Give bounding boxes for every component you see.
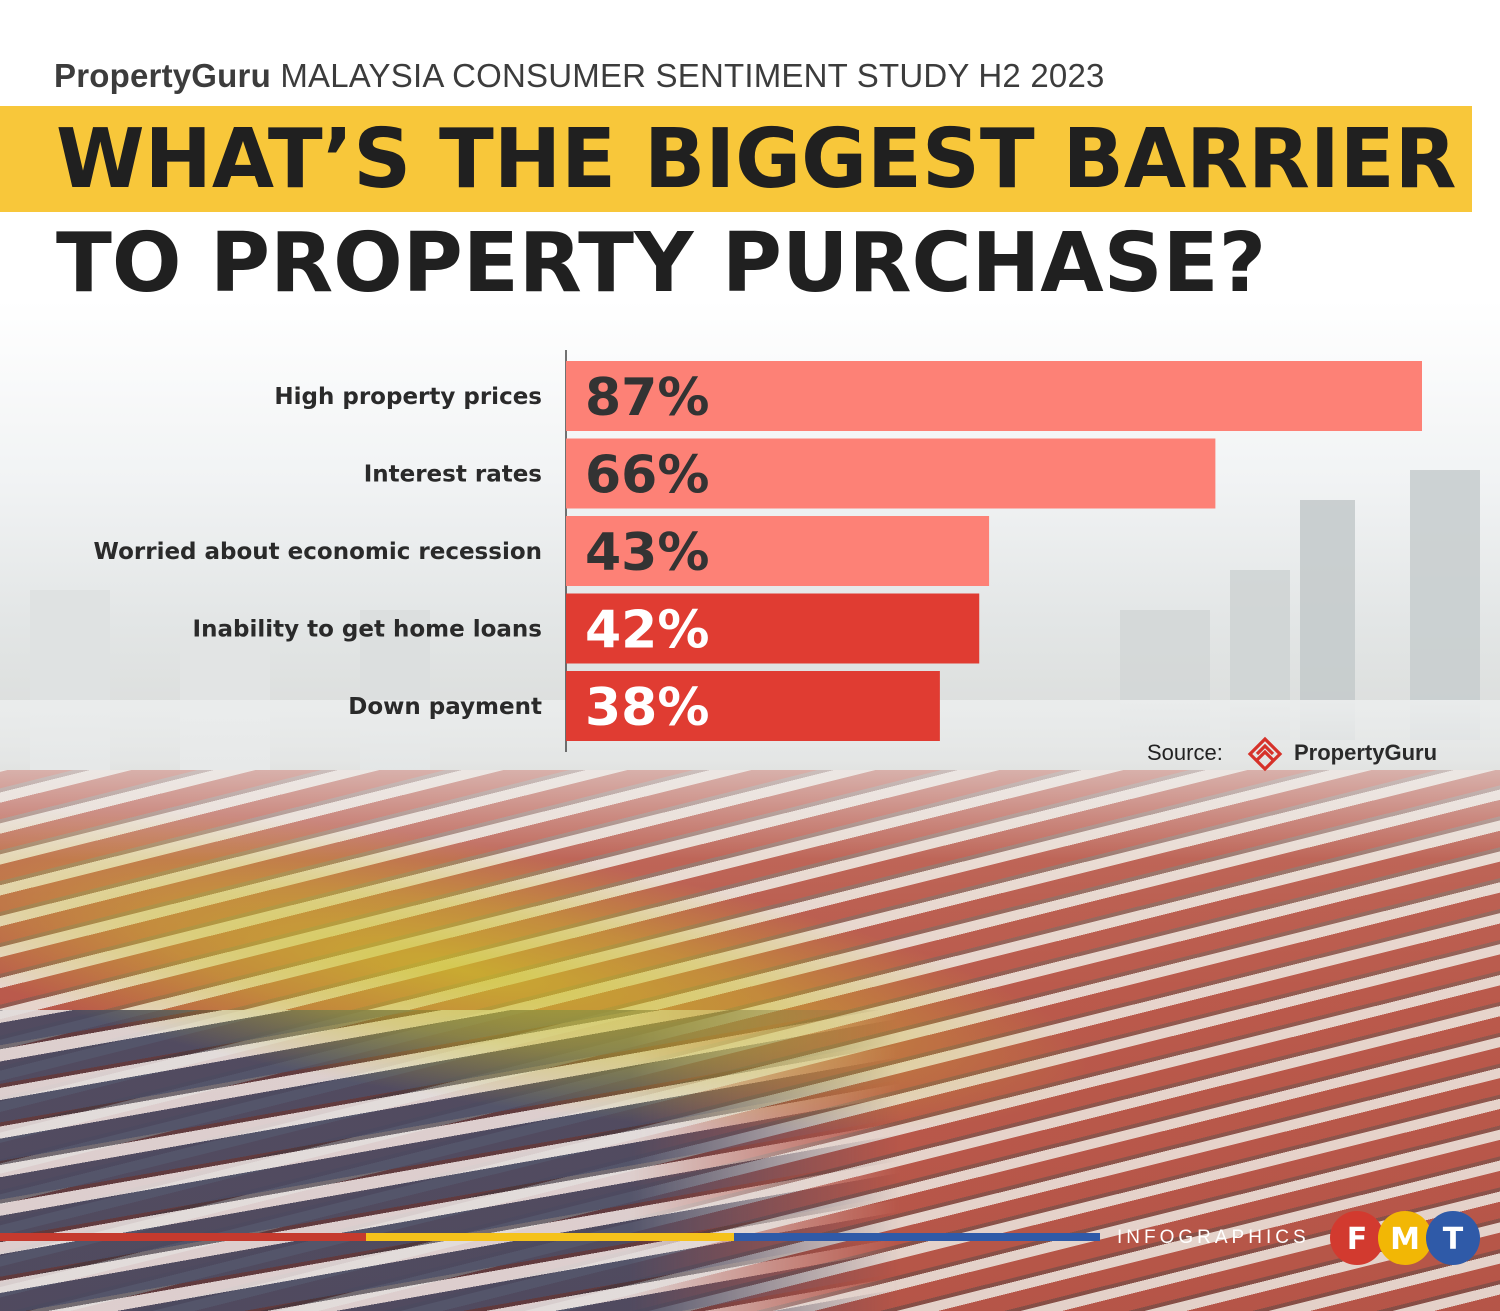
footer-stripe-blue — [734, 1233, 1100, 1241]
title-highlight-band — [0, 106, 1472, 212]
category-label-2: Interest rates — [364, 462, 542, 488]
bar-3 — [566, 516, 990, 586]
value-label-1: 87% — [585, 368, 709, 428]
category-label-5: Down payment — [348, 694, 542, 720]
infographics-tag: INFOGRAPHICS — [1117, 1227, 1310, 1248]
category-label-4: Inability to get home loans — [193, 617, 542, 643]
fmt-logo: F M T — [1330, 1211, 1480, 1265]
kicker-brand: PropertyGuru — [54, 57, 271, 94]
propertyguru-logo-icon — [1247, 736, 1283, 772]
fmt-logo-letter-m: M — [1390, 1222, 1420, 1257]
title-line-1: WHAT’S THE BIGGEST BARRIER — [56, 112, 1457, 207]
bar-5 — [566, 671, 940, 741]
bar-1 — [566, 361, 1422, 431]
study-kicker: PropertyGuru MALAYSIA CONSUMER SENTIMENT… — [54, 54, 1105, 98]
fmt-logo-letter-f: F — [1347, 1222, 1368, 1257]
footer-stripe-yellow — [366, 1233, 734, 1241]
bar-4 — [566, 593, 980, 664]
value-label-3: 43% — [585, 523, 709, 583]
value-label-5: 38% — [585, 678, 709, 738]
value-label-2: 66% — [585, 446, 709, 506]
source-logo: PropertyGuru — [1244, 733, 1437, 773]
title-line-2: TO PROPERTY PURCHASE? — [56, 216, 1267, 311]
fmt-logo-circle-f — [1330, 1211, 1384, 1265]
source-label: Source: — [1147, 740, 1223, 765]
fmt-logo-circle-m — [1378, 1211, 1432, 1265]
fmt-logo-letter-t: T — [1443, 1222, 1464, 1257]
source-name: PropertyGuru — [1294, 740, 1438, 765]
fmt-logo-circle-t — [1426, 1211, 1480, 1265]
category-label-1: High property prices — [274, 384, 542, 410]
footer-stripe-red — [0, 1233, 366, 1241]
kicker-text: MALAYSIA CONSUMER SENTIMENT STUDY H2 202… — [280, 57, 1105, 94]
bar-2 — [566, 438, 1216, 509]
value-label-4: 42% — [585, 601, 709, 661]
category-label-3: Worried about economic recession — [94, 539, 542, 565]
